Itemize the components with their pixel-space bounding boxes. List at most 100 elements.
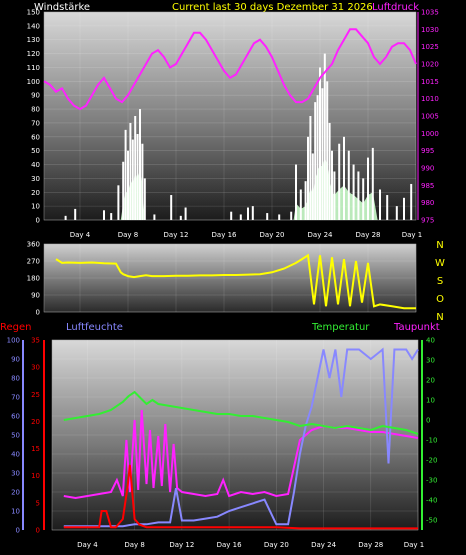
temperature-y-tick-label: 20 <box>426 377 435 385</box>
rain-axis-label: Regen <box>0 322 32 333</box>
wind-bar <box>347 150 350 220</box>
wind-y-tick-label: 100 <box>27 78 40 86</box>
pressure-line <box>43 28 417 111</box>
rain-y-tick-label: 15 <box>31 445 40 453</box>
humidity-line <box>63 347 419 528</box>
wind-bar <box>143 178 146 220</box>
pressure-y-tick-label: 1020 <box>421 61 439 69</box>
humidity-y-tick-label: 20 <box>11 489 20 497</box>
temperature-y-tick-label: 40 <box>426 337 435 345</box>
wind-bar <box>371 147 374 220</box>
wind-bar <box>352 164 355 220</box>
humidity-y-tick-label: 100 <box>7 337 20 345</box>
humidity-y-tick-label: 50 <box>11 432 20 440</box>
humidity-y-tick-label: 0 <box>16 527 20 535</box>
p1-x-tick-label: Day 28 <box>356 231 381 239</box>
wind-bar <box>103 210 105 220</box>
wind-bar <box>295 164 297 220</box>
wind-y-tick-label: 20 <box>31 189 40 197</box>
wind-y-tick-label: 130 <box>27 36 40 44</box>
wind-bar <box>386 195 389 220</box>
direction-y-tick-label: 360 <box>27 241 40 249</box>
wind-bar <box>331 150 333 220</box>
wind-bar <box>323 53 326 220</box>
direction-label: W <box>435 258 445 269</box>
wind-bar <box>122 161 125 220</box>
wind-y-tick-label: 140 <box>27 22 40 30</box>
wind-bar <box>239 214 242 220</box>
temperature-y-tick-label: -30 <box>426 477 437 485</box>
wind-bar <box>307 136 309 220</box>
pressure-y-tick-label: 980 <box>421 199 434 207</box>
wind-y-tick-label: 80 <box>31 106 40 114</box>
temperature-line <box>63 390 419 435</box>
p1-x-tick-label: Day 24 <box>308 231 334 239</box>
pressure-y-tick-label: 1015 <box>421 78 439 86</box>
p1-x-tick-label: Day 8 <box>118 231 139 239</box>
temperature-y-tick-label: 10 <box>426 397 435 405</box>
rain-y-tick-label: 30 <box>31 364 40 372</box>
wind-bar <box>230 211 233 220</box>
wind-axis-label: Windstärke <box>34 2 90 13</box>
wind-bar <box>247 207 249 220</box>
panel-climate <box>51 339 419 531</box>
direction-y-tick-label: 180 <box>27 275 40 283</box>
wind-bar <box>136 134 139 220</box>
p3-x-tick-label: Day 12 <box>169 541 194 549</box>
wind-y-tick-label: 120 <box>27 50 40 58</box>
p1-x-tick-label: Day 4 <box>70 231 91 239</box>
wind-bar <box>251 206 254 220</box>
humidity-axis-label: Luftfeuchte <box>66 322 123 333</box>
p3-x-tick-label: Day 28 <box>358 541 383 549</box>
wind-bar <box>362 178 365 220</box>
pressure-y-tick-label: 985 <box>421 182 434 190</box>
humidity-y-tick-label: 10 <box>11 508 20 516</box>
rain-y-tick-label: 10 <box>31 472 40 480</box>
wind-bar <box>321 88 324 221</box>
wind-y-tick-label: 0 <box>36 217 40 225</box>
temperature-y-tick-label: -50 <box>426 517 437 525</box>
p3-x-tick-label: Day 8 <box>124 541 145 549</box>
direction-y-tick-label: 0 <box>36 309 40 317</box>
wind-bar <box>304 181 307 220</box>
wind-bar <box>131 139 134 220</box>
rain-y-tick-label: 20 <box>31 418 40 426</box>
rain-y-tick-label: 5 <box>36 499 40 507</box>
wind-bar <box>117 185 120 220</box>
wind-bar <box>328 122 331 220</box>
direction-y-tick-label: 90 <box>31 292 40 300</box>
pressure-y-tick-label: 990 <box>421 165 434 173</box>
pressure-y-tick-label: 1025 <box>421 43 439 51</box>
wind-bar <box>395 206 398 220</box>
wind-bar <box>124 129 127 220</box>
wind-bar <box>170 195 173 220</box>
wind-bar <box>314 102 317 220</box>
p1-x-tick-label: Day 20 <box>260 231 285 239</box>
wind-y-tick-label: 10 <box>31 203 40 211</box>
temperature-axis-label: Temperatur <box>311 322 370 333</box>
wind-bar <box>403 197 405 220</box>
wind-bar <box>333 171 336 220</box>
wind-bar <box>153 214 156 220</box>
humidity-y-tick-label: 40 <box>11 451 20 459</box>
wind-bar <box>316 95 319 220</box>
humidity-y-tick-label: 70 <box>11 394 20 402</box>
p3-x-tick-label: Day 4 <box>77 541 98 549</box>
wind-bar <box>357 171 360 220</box>
direction-label: N <box>436 312 443 323</box>
wind-bar <box>179 215 182 220</box>
rain-y-tick-label: 0 <box>36 527 40 535</box>
temperature-y-tick-label: 30 <box>426 357 435 365</box>
wind-bar <box>319 67 321 220</box>
wind-bar <box>309 116 312 220</box>
temperature-y-tick-label: -10 <box>426 437 437 445</box>
wind-y-tick-label: 60 <box>31 133 40 141</box>
pressure-y-tick-label: 1000 <box>421 130 439 138</box>
wind-bar <box>184 207 187 220</box>
pressure-axis-label: Luftdruck <box>372 2 419 13</box>
wind-bar <box>64 215 67 220</box>
wind-bar <box>311 153 314 220</box>
wind-bar <box>299 189 302 220</box>
wind-bar <box>129 122 132 220</box>
